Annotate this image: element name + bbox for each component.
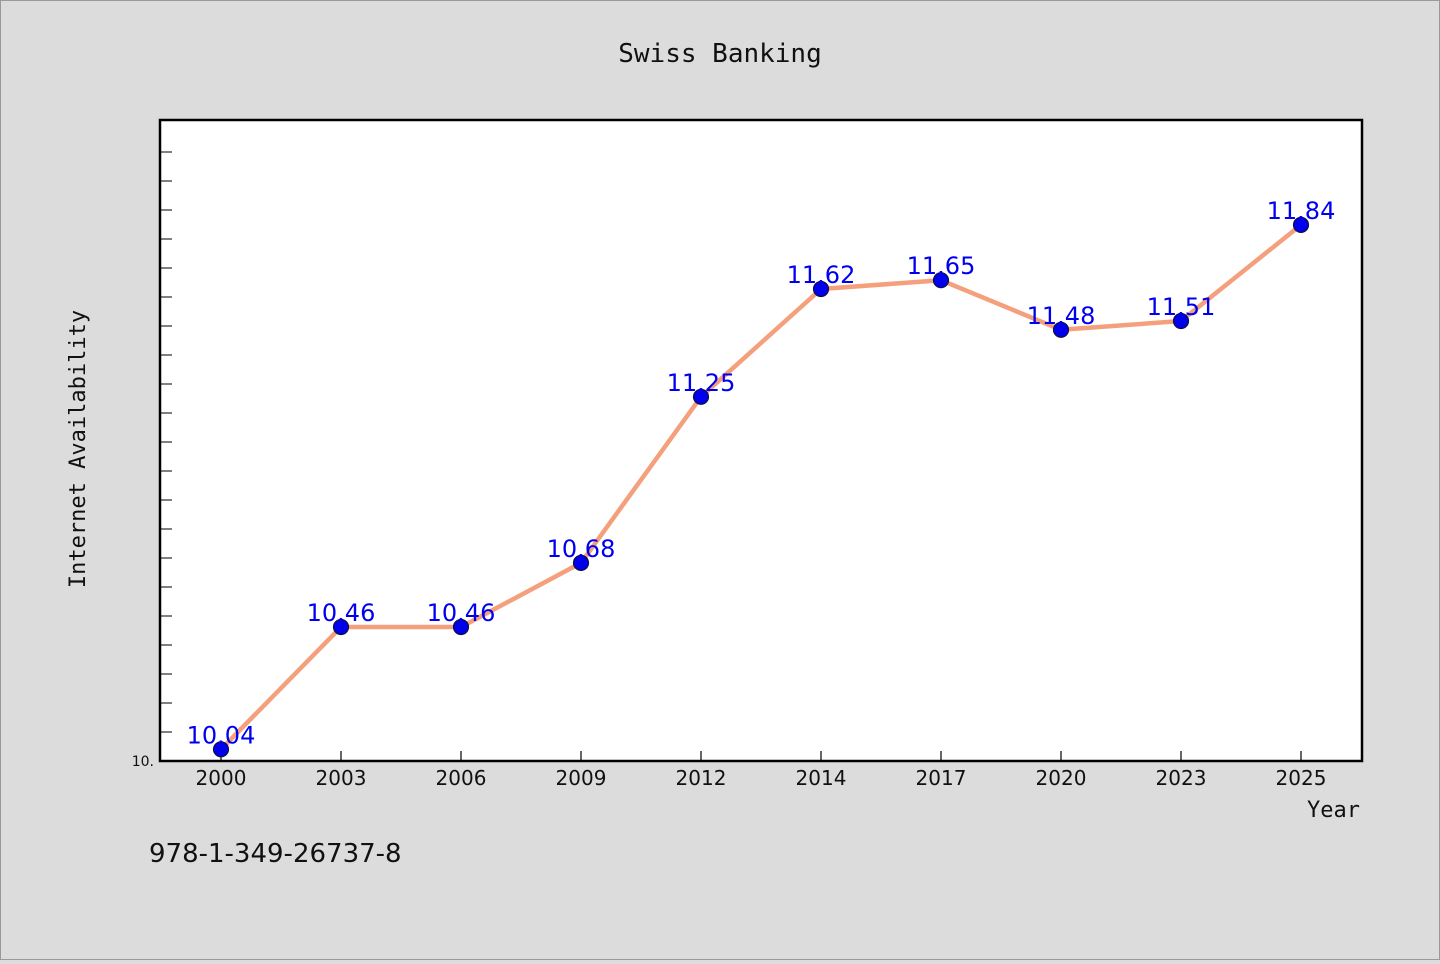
x-tick-label: 2020 [1036,766,1087,790]
data-label: 11.48 [1027,302,1096,330]
series-line [219,223,1303,751]
y-axis-label: Internet Availability [66,310,91,588]
y-tick-label: 10. [132,754,154,770]
data-label: 10.46 [307,599,376,627]
data-point [1292,216,1310,233]
x-tick-label: 2006 [436,766,487,790]
data-point [572,554,590,572]
data-point [452,618,470,636]
data-label: 10.04 [187,721,256,749]
data-point [932,272,950,289]
data-point [212,741,230,758]
x-tick-label: 2012 [676,766,727,790]
data-labels: 10.04 10.46 10.46 10.68 11.25 11.62 11.65 11.48… [187,197,1336,749]
data-point [1052,321,1070,338]
x-tick-label: 2003 [316,766,367,790]
data-point [812,280,830,298]
x-tick-label: 2023 [1156,766,1207,790]
x-axis-tick-labels: 2000 2003 2006 2009 2012 2014 2017 2020 2023 2025 [196,766,1327,790]
data-point [332,618,350,636]
data-label: 11.62 [787,261,856,289]
x-tick-label: 2009 [556,766,607,790]
x-tick-label: 2000 [196,766,247,790]
data-label: 11.65 [907,252,976,280]
x-tick-label: 2014 [796,766,847,790]
data-markers [212,216,1310,758]
data-point [692,388,710,405]
x-tick-label: 2017 [916,766,967,790]
data-label: 10.68 [547,535,616,563]
data-label: 11.51 [1147,293,1216,321]
y-axis-ticks [160,151,172,762]
chart-title: Swiss Banking [618,39,822,69]
x-tick-label: 2025 [1276,766,1327,790]
isbn-text: 978-1-349-26737-8 [149,839,402,869]
data-label: 11.84 [1267,197,1336,225]
data-label: 10.46 [427,599,496,627]
data-label: 11.25 [667,369,736,397]
data-point [1172,312,1190,330]
plot-area [158,118,1364,763]
x-axis-label: Year [1307,798,1360,823]
